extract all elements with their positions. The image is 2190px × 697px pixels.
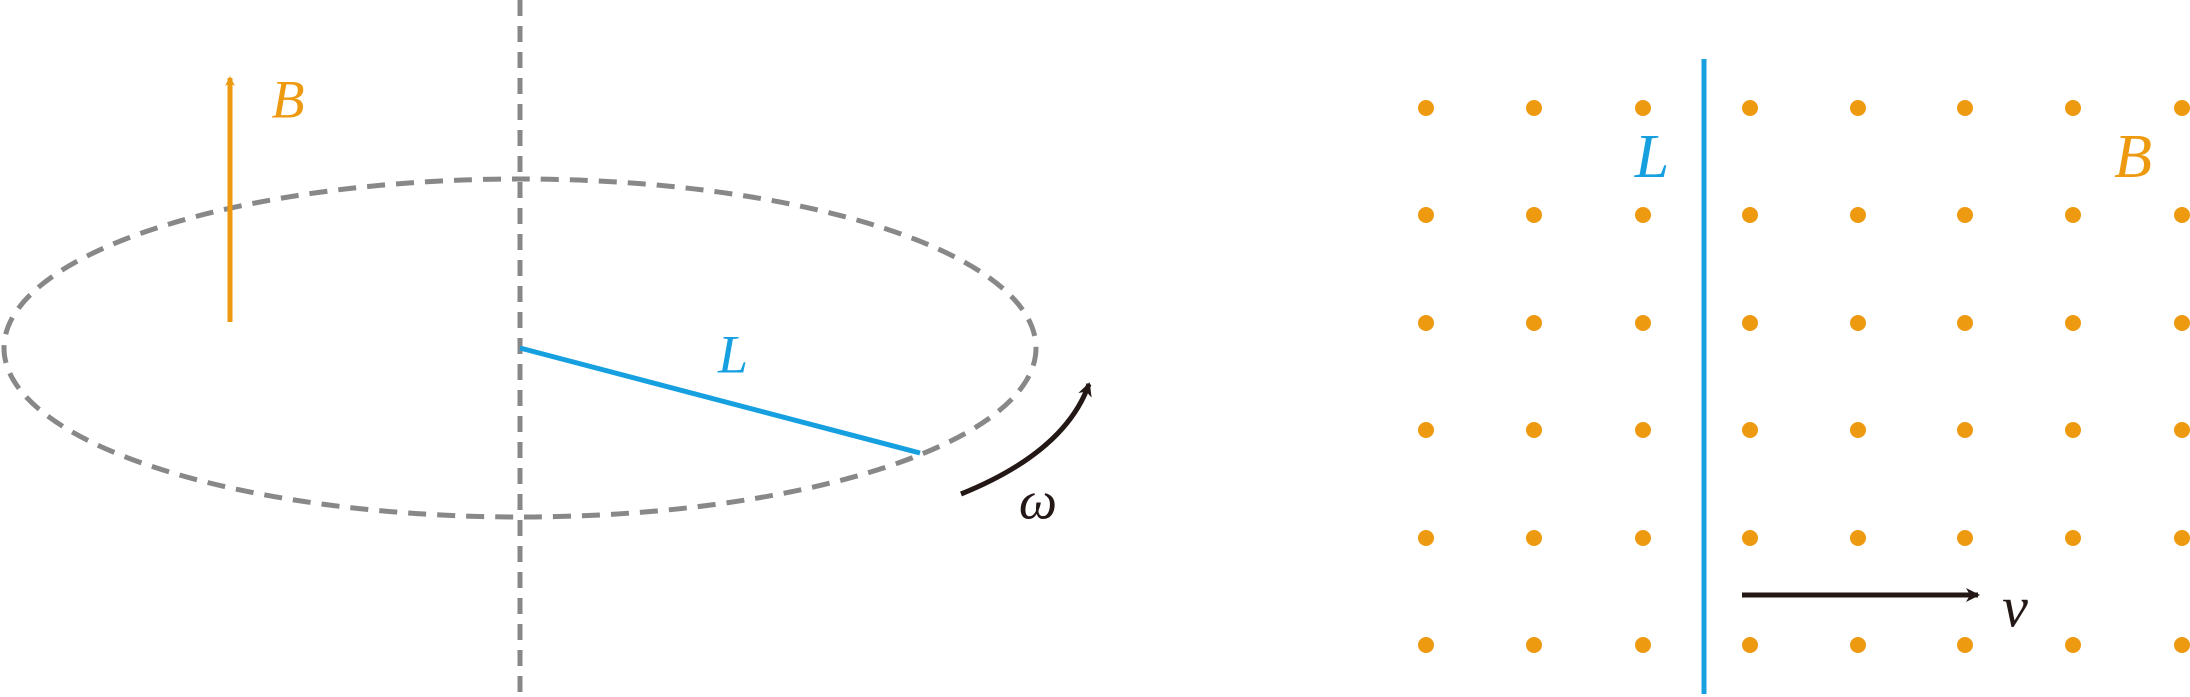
rod bbox=[519, 345, 921, 456]
field-dot bbox=[2174, 422, 2190, 438]
field-dot bbox=[1742, 422, 1758, 438]
rod-label: L bbox=[1634, 123, 1669, 191]
field-dot bbox=[2065, 100, 2081, 116]
field-dot bbox=[1526, 100, 1542, 116]
field-dot bbox=[1957, 422, 1973, 438]
field-dot bbox=[1418, 207, 1434, 223]
field-dot bbox=[1635, 100, 1651, 116]
field-dot bbox=[2174, 637, 2190, 653]
field-dot bbox=[1635, 422, 1651, 438]
rotation-arrow bbox=[960, 382, 1092, 497]
field-label: B bbox=[2114, 123, 2152, 191]
velocity-label: v bbox=[2002, 574, 2028, 639]
field-dot bbox=[1526, 530, 1542, 546]
field-dot bbox=[1742, 100, 1758, 116]
field-dot bbox=[1850, 637, 1866, 653]
field-dot bbox=[1418, 100, 1434, 116]
field-dot bbox=[1957, 100, 1973, 116]
field-dot bbox=[1635, 530, 1651, 546]
field-dot bbox=[2065, 207, 2081, 223]
omega-label: ω bbox=[1019, 470, 1057, 530]
field-dot bbox=[1742, 315, 1758, 331]
field-dot bbox=[1635, 315, 1651, 331]
field-dot bbox=[1635, 207, 1651, 223]
field-dot bbox=[1418, 637, 1434, 653]
orbit bbox=[1, 176, 1039, 520]
field-label: B bbox=[272, 69, 305, 129]
field-dot bbox=[1418, 530, 1434, 546]
field-dot bbox=[1526, 315, 1542, 331]
field-dots bbox=[1418, 100, 2190, 653]
rod-label: L bbox=[717, 324, 748, 384]
field-dot bbox=[1957, 530, 1973, 546]
field-dot bbox=[1742, 637, 1758, 653]
field-dot bbox=[2174, 315, 2190, 331]
field-dot bbox=[1957, 207, 1973, 223]
field-dot bbox=[1850, 530, 1866, 546]
field-dot bbox=[2065, 422, 2081, 438]
field-dot bbox=[2174, 207, 2190, 223]
field-dot bbox=[1850, 315, 1866, 331]
field-dot bbox=[1526, 422, 1542, 438]
field-dot bbox=[1526, 637, 1542, 653]
field-dot bbox=[1526, 207, 1542, 223]
field-dot bbox=[1742, 207, 1758, 223]
field-dot bbox=[1418, 422, 1434, 438]
field-dot bbox=[2065, 315, 2081, 331]
field-dot bbox=[1850, 100, 1866, 116]
field-dot bbox=[1635, 637, 1651, 653]
field-dot bbox=[1957, 315, 1973, 331]
field-dot bbox=[2065, 530, 2081, 546]
field-dot bbox=[2174, 530, 2190, 546]
field-dot bbox=[1957, 637, 1973, 653]
field-dot bbox=[2174, 100, 2190, 116]
field-dot bbox=[1742, 530, 1758, 546]
field-dot bbox=[2065, 637, 2081, 653]
field-dot bbox=[1418, 315, 1434, 331]
field-dot bbox=[1850, 207, 1866, 223]
field-dot bbox=[1850, 422, 1866, 438]
